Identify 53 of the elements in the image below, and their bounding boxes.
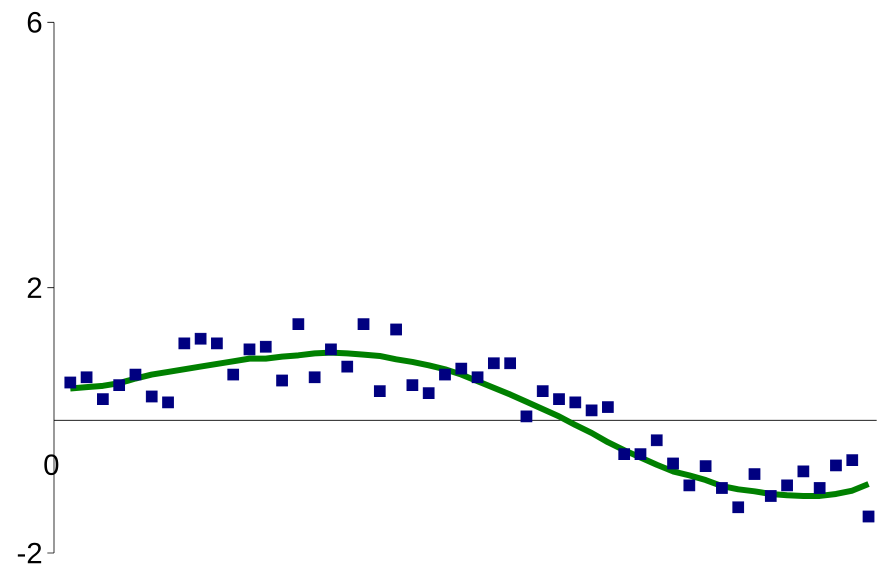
y-tick-label: -2 bbox=[18, 542, 42, 564]
point bbox=[814, 482, 826, 494]
point bbox=[244, 343, 256, 356]
point bbox=[260, 340, 272, 353]
point bbox=[732, 501, 744, 514]
point bbox=[830, 460, 842, 472]
y-tick-label: 2 bbox=[28, 277, 42, 298]
point bbox=[178, 338, 190, 350]
point bbox=[358, 318, 370, 330]
point bbox=[536, 385, 549, 398]
point bbox=[439, 368, 451, 380]
point bbox=[504, 357, 516, 370]
point bbox=[634, 448, 646, 460]
point bbox=[846, 454, 858, 466]
y-tick-label: 6 bbox=[28, 12, 42, 33]
point bbox=[683, 479, 696, 492]
point bbox=[390, 324, 402, 336]
point bbox=[667, 458, 679, 470]
point bbox=[781, 479, 793, 492]
point bbox=[650, 434, 663, 446]
point bbox=[162, 396, 174, 408]
point bbox=[341, 360, 354, 372]
point bbox=[97, 393, 109, 405]
point bbox=[488, 357, 500, 370]
point bbox=[586, 404, 598, 416]
point bbox=[748, 468, 760, 480]
point bbox=[700, 460, 712, 472]
point bbox=[325, 343, 337, 356]
point bbox=[618, 448, 630, 460]
point bbox=[716, 482, 728, 494]
point bbox=[308, 371, 321, 384]
point bbox=[130, 368, 142, 380]
point bbox=[146, 390, 158, 402]
point bbox=[798, 466, 810, 478]
point bbox=[64, 376, 76, 388]
point bbox=[520, 410, 532, 422]
point bbox=[862, 510, 874, 522]
point bbox=[211, 338, 223, 350]
point bbox=[569, 396, 582, 408]
point bbox=[602, 401, 614, 413]
point bbox=[113, 379, 126, 392]
point bbox=[80, 371, 92, 384]
point bbox=[227, 368, 240, 380]
point bbox=[422, 387, 435, 400]
point bbox=[406, 379, 418, 392]
point bbox=[553, 393, 565, 405]
point bbox=[764, 490, 777, 502]
point bbox=[194, 332, 206, 345]
point bbox=[292, 318, 304, 330]
point bbox=[455, 362, 468, 374]
point bbox=[472, 371, 484, 384]
point bbox=[374, 385, 386, 398]
point bbox=[276, 374, 288, 386]
